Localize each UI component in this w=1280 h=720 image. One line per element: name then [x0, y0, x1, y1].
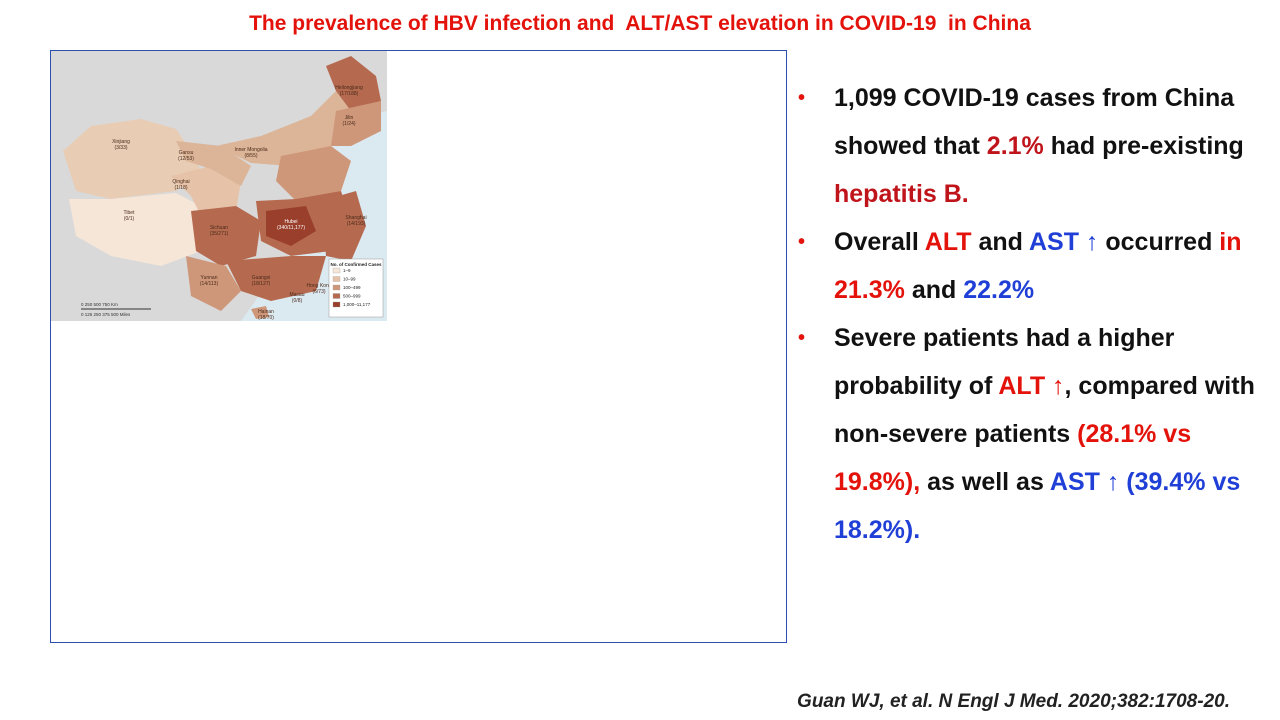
bullet-text-segment: ALT ↑ — [998, 372, 1065, 400]
bullet-item: • Overall ALT and AST ↑ occurred in 21.3%… — [798, 218, 1268, 314]
region-qinghai — [171, 166, 241, 216]
china-confirmed-cases-map: Xinjiang (3/33) Gansu (12/53) Inner Mong… — [51, 51, 387, 321]
bullet-text-segment: AST ↑ — [1028, 228, 1099, 256]
bullet-text-segment: 2.1% — [986, 132, 1044, 160]
map-label-hubei-count: (340/11,177) — [277, 225, 305, 231]
legend-label: 1,000–11,177 — [343, 302, 371, 307]
bullet-text-segment: and — [971, 228, 1029, 256]
bullet-text-segment: and — [904, 276, 964, 304]
bullet-text-segment: had pre-existing — [1043, 132, 1244, 160]
scale-km: 0 250 500 750 Km — [81, 302, 118, 307]
key-findings-list: • 1,099 COVID-19 cases from China showed … — [798, 74, 1268, 554]
legend-label: 500–999 — [343, 294, 361, 299]
bullet-marker: • — [798, 327, 806, 349]
map-label-inner-mongolia: Inner Mongolia — [234, 147, 267, 153]
legend-swatch — [332, 301, 341, 308]
map-label-guangxi: Guangxi — [252, 275, 271, 281]
map-label-sichuan: Sichuan — [210, 225, 228, 231]
bullet-text-segment: ALT — [924, 228, 972, 256]
map-label-qinghai-count: (1/18) — [174, 185, 187, 191]
region-inner-mongolia — [216, 91, 351, 166]
region-xinjiang — [63, 119, 201, 199]
map-label-tibet-count: (0/1) — [124, 216, 135, 222]
bullet-text-segment: , compared with non-severe patients — [834, 372, 1255, 448]
legend-swatch — [332, 284, 341, 291]
bullet-marker: • — [798, 87, 806, 109]
bullet-text-segment: AST ↑ (39.4% vs 18.2%). — [834, 468, 1241, 544]
region-hainan — [251, 306, 269, 319]
region-gansu — [176, 141, 251, 186]
map-label-jilin: Jilin — [345, 115, 354, 121]
bullet-text-segment: (28.1% vs 19.8%), — [834, 420, 1192, 496]
map-label-gansu: Gansu — [179, 150, 194, 156]
legend-swatch — [332, 267, 341, 274]
region-yunnan — [186, 256, 241, 311]
map-label-shanghai-count: (14/193) — [347, 221, 366, 227]
map-label-hubei: Hubei — [284, 219, 297, 225]
map-label-hainan-count: (18/70) — [258, 315, 274, 321]
map-label-yunnan-count: (14/113) — [200, 281, 219, 287]
scale-miles: 0 125 250 375 500 Miles — [81, 312, 131, 317]
citation: Guan WJ, et al. N Engl J Med. 2020;382:1… — [797, 691, 1230, 712]
bullet-text-segment: 22.2% — [963, 276, 1035, 304]
legend-swatch — [332, 276, 341, 282]
map-label-sichuan-count: (35/271) — [210, 231, 229, 237]
bullet-text-segment: in 21.3% — [834, 228, 1242, 304]
map-label-gansu-count: (12/53) — [178, 156, 194, 162]
legend-title: No. of Confirmed Cases — [330, 262, 382, 267]
bullet-text-segment: 1,099 COVID-19 cases from China showed t… — [834, 84, 1235, 160]
map-label-xinjiang: Xinjiang — [112, 139, 130, 145]
bullet-item: • 1,099 COVID-19 cases from China showed … — [798, 74, 1268, 218]
bullet-text-segment: hepatitis B. — [834, 180, 969, 208]
map-label-heilongjiang: Heilongjiang — [335, 85, 363, 91]
map-label-xinjiang-count: (3/33) — [114, 145, 127, 151]
map-label-hainan: Hainan — [258, 309, 274, 315]
region-heilongjiang — [326, 56, 381, 111]
slide-title: The prevalence of HBV infection and ALT/… — [249, 12, 1031, 35]
region-east-coast — [321, 191, 366, 261]
region-north-china — [276, 146, 351, 201]
region-sichuan — [191, 206, 261, 266]
map-scale-bar: 0 250 500 750 Km 0 125 250 375 500 Miles — [81, 302, 151, 317]
legend-label: 1–9 — [343, 268, 351, 273]
figure-frame: Xinjiang (3/33) Gansu (12/53) Inner Mong… — [50, 50, 787, 643]
region-jilin-liaoning — [331, 101, 381, 146]
bullet-text-segment: Severe patients had a higher probability… — [834, 324, 1175, 400]
map-legend: No. of Confirmed Cases 1–9 10–99 100–499 50… — [328, 258, 384, 318]
region-south — [226, 256, 326, 301]
bullet-marker: • — [798, 231, 806, 253]
legend-label: 10–99 — [343, 277, 356, 282]
bullet-text-segment: as well as — [920, 468, 1050, 496]
map-label-hong-kong-count: (6/73) — [312, 289, 325, 295]
legend-swatch — [332, 293, 341, 299]
bullet-text-segment: Overall — [834, 228, 925, 256]
map-label-macau-count: (0/8) — [292, 298, 303, 304]
region-tibet — [69, 193, 201, 266]
legend-label: 100–499 — [343, 285, 361, 290]
region-hubei — [266, 206, 316, 246]
map-label-inner-mongolia-count: (8/55) — [244, 153, 257, 159]
map-label-macau: Macau — [289, 292, 304, 298]
map-label-heilongjiang-count: (17/188) — [340, 91, 359, 97]
map-label-shanghai: Shanghai — [345, 215, 366, 221]
map-label-guangxi-count: (18/127) — [252, 281, 271, 287]
map-label-yunnan: Yunnan — [201, 275, 218, 281]
map-label-jilin-count: (1/24) — [342, 121, 355, 127]
map-label-qinghai: Qinghai — [172, 179, 189, 185]
map-label-tibet: Tibet — [124, 210, 136, 216]
bullet-item: • Severe patients had a higher probabilit… — [798, 314, 1268, 554]
map-label-hong-kong: Hong Kong — [306, 283, 331, 289]
bullet-text-segment: occurred — [1098, 228, 1220, 256]
